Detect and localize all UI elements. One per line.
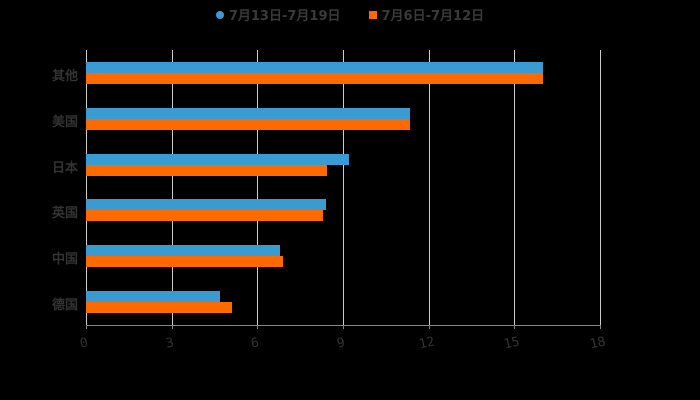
bar[interactable] xyxy=(86,210,323,222)
y-axis-line xyxy=(86,50,87,325)
bar[interactable] xyxy=(86,302,232,313)
gridline xyxy=(343,50,344,325)
bar[interactable] xyxy=(86,291,221,302)
y-category-label: 中国 xyxy=(51,252,78,268)
axis-tick xyxy=(343,325,344,329)
gridline xyxy=(172,50,173,325)
axis-tick xyxy=(172,325,173,329)
legend-item-series-1[interactable]: 7月13日-7月19日 xyxy=(215,5,341,24)
legend-label: 7月6日-7月12日 xyxy=(381,9,485,24)
gridline xyxy=(257,50,258,325)
y-category-label: 德国 xyxy=(51,298,78,313)
x-tick-label: 0 xyxy=(78,335,90,352)
x-axis-line xyxy=(86,325,600,326)
x-tick-label: 3 xyxy=(164,335,176,352)
bar[interactable] xyxy=(86,199,326,211)
legend: 7月13日-7月19日 7月6日-7月12日 xyxy=(0,5,700,24)
gridline xyxy=(429,50,430,325)
bar[interactable] xyxy=(86,245,281,257)
bar[interactable] xyxy=(86,62,543,73)
x-tick-label: 15 xyxy=(502,334,522,353)
axis-tick xyxy=(257,325,258,329)
axis-tick xyxy=(514,325,515,329)
gridline xyxy=(600,50,601,325)
bar[interactable] xyxy=(86,153,349,165)
y-category-label: 英国 xyxy=(51,206,78,222)
bar[interactable] xyxy=(86,107,411,119)
gridline xyxy=(514,50,515,325)
y-category-label: 美国 xyxy=(51,114,78,130)
axis-tick xyxy=(429,325,430,329)
x-tick-label: 9 xyxy=(335,335,347,352)
bar[interactable] xyxy=(86,73,543,84)
legend-item-series-2[interactable]: 7月6日-7月12日 xyxy=(368,5,485,24)
square-marker-icon xyxy=(368,10,377,19)
circle-marker-icon xyxy=(215,10,224,19)
bar[interactable] xyxy=(86,118,411,130)
x-tick-label: 12 xyxy=(417,334,437,353)
x-tick-label: 6 xyxy=(249,335,261,352)
y-category-label: 其他 xyxy=(51,69,78,84)
x-tick-label: 18 xyxy=(588,334,608,353)
bar[interactable] xyxy=(86,256,284,268)
bar[interactable] xyxy=(86,164,328,176)
legend-label: 7月13日-7月19日 xyxy=(228,9,341,24)
axis-tick xyxy=(86,325,87,329)
y-category-label: 日本 xyxy=(51,160,78,176)
axis-tick xyxy=(600,325,601,329)
